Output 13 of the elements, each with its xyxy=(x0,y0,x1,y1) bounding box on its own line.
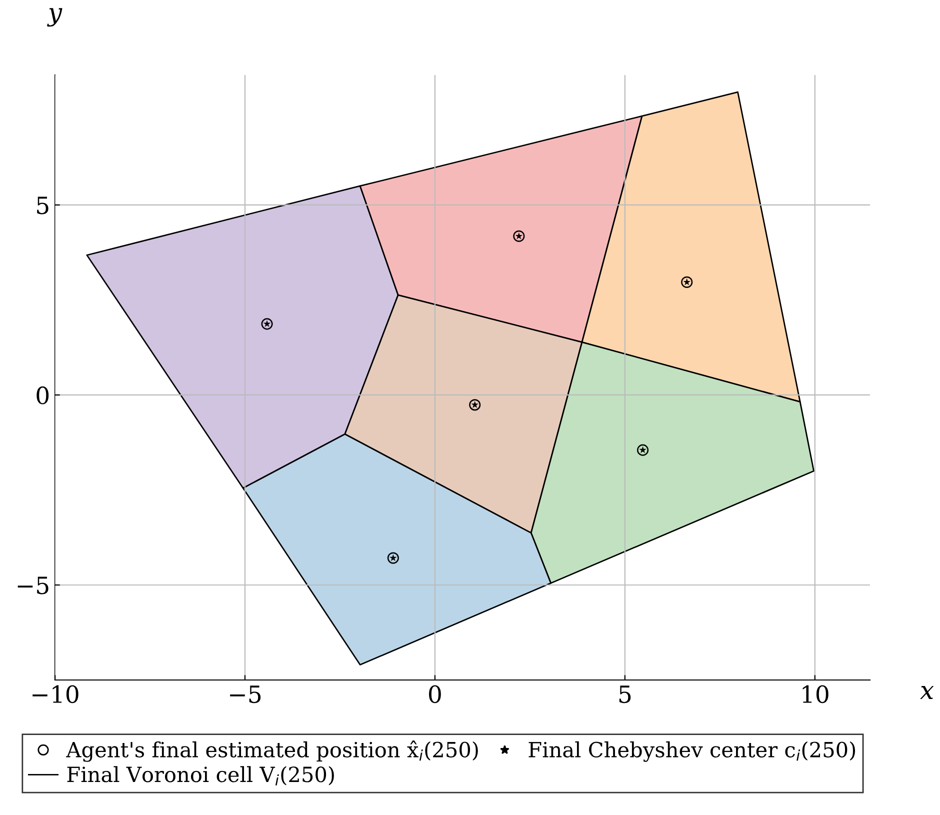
x-tick-label: 10 xyxy=(802,685,828,704)
y-tick-label: 5 xyxy=(37,196,48,214)
y-axis-title: y xyxy=(47,8,62,27)
y-tick-label: −5 xyxy=(18,576,48,594)
legend-label: Agent's final estimated position x̂$_{i}$(250) xyxy=(66,740,478,762)
legend-label: Final Chebyshev center c$_{i}$(250) xyxy=(528,741,856,762)
x-tick-label: 5 xyxy=(619,686,631,704)
y-tick-label: 0 xyxy=(36,386,49,404)
x-tick-label: −5 xyxy=(230,686,261,704)
legend-label: Final Voronoi cell V$_{i}$(250) xyxy=(67,766,334,786)
x-tick-label: −10 xyxy=(32,685,78,704)
x-axis-title: x xyxy=(920,686,934,699)
x-tick-label: 0 xyxy=(429,685,441,704)
